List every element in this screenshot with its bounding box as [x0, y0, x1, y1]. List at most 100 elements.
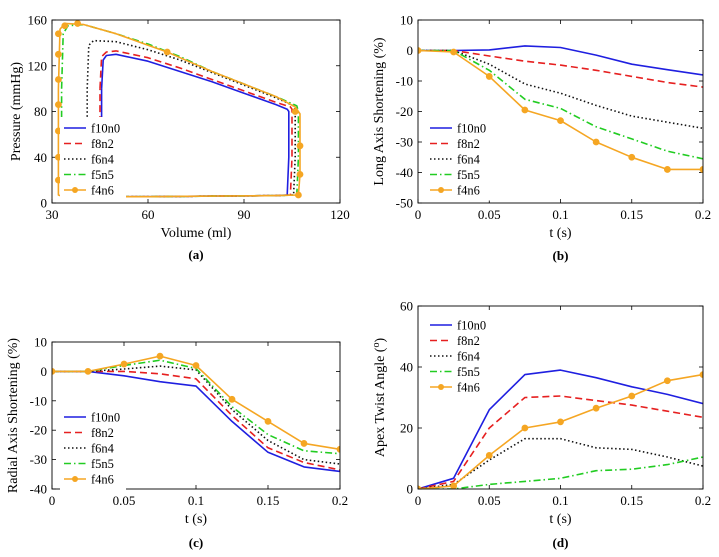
series-line-f6n4: [418, 51, 703, 129]
data-point-f4n6: [664, 166, 670, 172]
y-tick-label: 160: [28, 13, 48, 28]
x-tick-label: 0.15: [257, 493, 280, 508]
series-line-f8n2: [418, 396, 703, 489]
y-tick-label: 0: [41, 196, 48, 211]
legend-label-f6n4: f6n4: [91, 153, 115, 167]
data-point-f4n6: [55, 76, 61, 82]
legend-label-f6n4: f6n4: [91, 442, 115, 456]
legend-marker-f4n6: [72, 476, 78, 482]
series-line-f10n0: [102, 54, 289, 196]
x-axis-label: t (s): [549, 512, 572, 527]
x-tick-label: 0.15: [620, 207, 643, 222]
y-tick-label: -40: [396, 165, 413, 180]
y-tick-label: -20: [396, 104, 413, 119]
series-line-f5n5: [418, 457, 703, 489]
legend: f10n0f8n2 f6n4f5n5 f4n6: [426, 314, 492, 398]
legend-marker-f4n6: [438, 384, 444, 390]
chart-panel-d: 0 0.05 0.1 0.15 0.20204060f10n0f8n2f6n4f5n5f…: [371, 299, 712, 551]
data-point-f4n6: [301, 440, 307, 446]
legend-label-f5n5: f5n5: [457, 168, 480, 182]
y-axis-label: Long Axis Shortening (%): [372, 37, 387, 185]
data-point-f4n6: [522, 107, 528, 113]
y-tick-label: 40: [34, 150, 47, 165]
y-tick-label: 60: [400, 299, 413, 314]
y-tick-label: -10: [30, 393, 47, 408]
data-point-f4n6: [297, 143, 303, 149]
panel-label: (b): [553, 248, 569, 263]
series-line-f10n0: [418, 46, 703, 75]
x-tick-label: 0.2: [695, 207, 711, 222]
data-point-f4n6: [629, 154, 635, 160]
y-tick-label: 10: [400, 13, 413, 28]
legend-marker-f4n6: [438, 187, 444, 193]
legend-marker-f4n6: [72, 187, 78, 193]
data-point-f4n6: [593, 139, 599, 145]
legend-label-f10n0: f10n0: [457, 122, 486, 136]
chart-panel-c: 0 0.05 0.1 0.15 0.2-40-30-20-10010f10n0f8n2f…: [6, 335, 348, 551]
legend-label-f5n5: f5n5: [91, 457, 114, 471]
legend-label-f5n5: f5n5: [457, 365, 480, 379]
y-tick-label: 120: [28, 58, 48, 73]
x-tick-label: 0: [49, 493, 56, 508]
x-tick-label: 0.05: [478, 493, 501, 508]
x-axis-label: Volume (ml): [161, 226, 232, 241]
data-point-f4n6: [265, 418, 271, 424]
x-tick-label: 0: [415, 207, 422, 222]
data-point-f4n6: [292, 109, 298, 115]
data-point-f4n6: [295, 192, 301, 198]
data-point-f4n6: [55, 51, 61, 57]
y-axis-label: Radial Axis Shortening (%): [6, 338, 21, 493]
data-point-f4n6: [486, 452, 492, 458]
figure: 30 60 90 12004080120160f10n0f8n2f6n4f5n5f4n…: [0, 0, 719, 557]
y-tick-label: 40: [400, 360, 413, 375]
data-point-f4n6: [522, 425, 528, 431]
legend-label-f8n2: f8n2: [457, 137, 480, 151]
panel-label: (a): [188, 247, 203, 262]
data-point-f4n6: [297, 171, 303, 177]
data-point-f4n6: [55, 102, 61, 108]
data-point-f4n6: [558, 118, 564, 124]
x-tick-label: 30: [46, 207, 59, 222]
legend-label-f8n2: f8n2: [457, 334, 480, 348]
y-tick-label: 20: [400, 421, 413, 436]
chart-panel-b: 0 0.05 0.1 0.15 0.2 -50 -40 -30 -20 -10 0 10 f10n0f8…: [372, 13, 711, 264]
data-point-f4n6: [558, 419, 564, 425]
legend-label-f4n6: f4n6: [91, 473, 114, 487]
data-point-f4n6: [451, 483, 457, 489]
series-line-f8n2: [100, 51, 292, 197]
data-point-f4n6: [85, 368, 91, 374]
data-point-f4n6: [593, 405, 599, 411]
panel-label: (c): [189, 535, 203, 550]
x-tick-label: 90: [238, 207, 251, 222]
y-tick-label: 0: [407, 482, 414, 497]
panel-label: (d): [553, 535, 569, 550]
data-point-f4n6: [55, 31, 61, 37]
y-tick-label: 0: [407, 43, 414, 58]
legend-label-f6n4: f6n4: [457, 350, 481, 364]
x-tick-label: 0.1: [188, 493, 204, 508]
y-axis-label: Pressure (mmHg): [9, 62, 24, 161]
y-axis-label: Apex Twist Angle (o): [371, 338, 389, 458]
y-axis-label-superscript: o: [371, 343, 382, 348]
x-axis-label: t (s): [549, 226, 572, 241]
data-point-f4n6: [62, 23, 68, 29]
data-point-f4n6: [629, 393, 635, 399]
data-point-f4n6: [75, 20, 81, 26]
legend-label-f10n0: f10n0: [457, 319, 486, 333]
data-point-f4n6: [451, 49, 457, 55]
x-tick-label: 0.15: [620, 493, 643, 508]
legend: f10n0f8n2 f6n4f5n5 f4n6: [60, 406, 126, 490]
data-point-f4n6: [157, 353, 163, 359]
data-point-f4n6: [121, 361, 127, 367]
legend-label-f4n6: f4n6: [91, 184, 114, 198]
y-tick-label: -30: [396, 135, 413, 150]
data-point-f4n6: [164, 49, 170, 55]
x-tick-label: 0.2: [695, 493, 711, 508]
legend-label-f8n2: f8n2: [91, 426, 114, 440]
x-tick-label: 60: [142, 207, 155, 222]
y-tick-label: 10: [34, 335, 47, 350]
legend-label-f6n4: f6n4: [457, 153, 481, 167]
y-tick-label: -40: [30, 482, 47, 497]
